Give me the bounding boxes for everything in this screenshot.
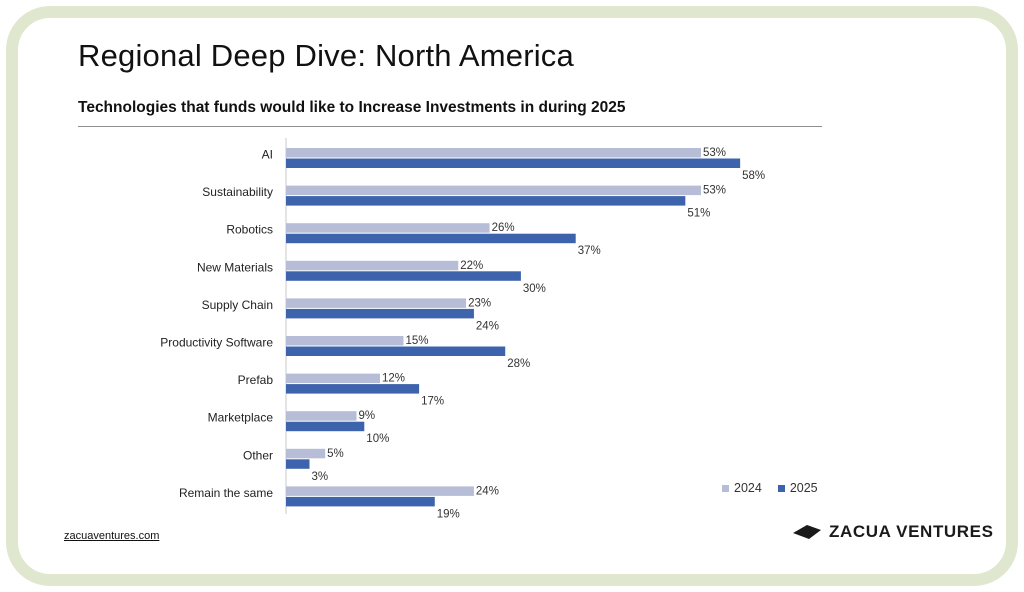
category-label-robotics: Robotics xyxy=(226,223,273,237)
title-divider xyxy=(78,126,822,127)
slide-frame xyxy=(6,6,1018,586)
value-label-supply-chain-2025: 24% xyxy=(476,320,499,332)
bar-sustainability-2025 xyxy=(286,196,686,206)
value-label-marketplace-2024: 9% xyxy=(358,410,375,422)
category-label-marketplace: Marketplace xyxy=(208,411,274,425)
legend-swatch-2025 xyxy=(777,484,785,492)
category-label-remain-the-same: Remain the same xyxy=(179,486,273,500)
bar-other-2024 xyxy=(286,448,326,459)
bar-remain-the-same-2025 xyxy=(286,496,435,507)
chart-legend: 2024 2025 xyxy=(722,481,828,495)
bar-new-materials-2024 xyxy=(286,260,459,271)
category-label-new-materials: New Materials xyxy=(197,260,273,274)
value-label-sustainability-2024: 53% xyxy=(703,185,726,197)
bar-new-materials-2025 xyxy=(286,271,521,281)
value-label-other-2024: 5% xyxy=(327,448,344,460)
legend-item-2024: 2024 xyxy=(722,481,762,495)
legend-label-2024: 2024 xyxy=(734,481,762,495)
value-label-productivity-software-2024: 15% xyxy=(405,335,428,347)
bar-supply-chain-2025 xyxy=(286,308,474,319)
value-label-other-2025: 3% xyxy=(311,471,328,483)
value-label-remain-the-same-2025: 19% xyxy=(437,508,460,520)
value-label-remain-the-same-2024: 24% xyxy=(476,485,499,497)
value-label-robotics-2024: 26% xyxy=(492,222,515,234)
category-label-ai: AI xyxy=(262,148,273,162)
value-label-sustainability-2025: 51% xyxy=(687,208,710,220)
zacua-logo-icon xyxy=(793,525,821,539)
legend-item-2025: 2025 xyxy=(777,481,818,495)
bar-productivity-software-2024 xyxy=(286,336,404,346)
category-label-other: Other xyxy=(243,448,273,462)
legend-swatch-2024 xyxy=(722,484,729,492)
bar-marketplace-2025 xyxy=(286,421,365,432)
value-label-ai-2024: 53% xyxy=(703,147,726,159)
bar-supply-chain-2024 xyxy=(286,298,467,308)
legend-label-2025: 2025 xyxy=(789,481,818,495)
value-label-prefab-2025: 17% xyxy=(421,396,444,408)
bar-marketplace-2024 xyxy=(286,411,357,421)
value-label-new-materials-2025: 30% xyxy=(523,283,546,295)
website-link[interactable]: zacuaventures.com xyxy=(64,530,160,542)
value-label-marketplace-2025: 10% xyxy=(366,433,389,445)
category-label-productivity-software: Productivity Software xyxy=(160,336,273,350)
bar-sustainability-2024 xyxy=(286,185,701,196)
value-label-prefab-2024: 12% xyxy=(382,373,405,385)
chart-subtitle: Technologies that funds would like to In… xyxy=(78,99,626,116)
bar-remain-the-same-2024 xyxy=(286,486,474,496)
bar-other-2025 xyxy=(286,459,310,469)
value-label-new-materials-2024: 22% xyxy=(460,260,483,272)
bar-ai-2024 xyxy=(286,148,701,158)
category-label-supply-chain: Supply Chain xyxy=(202,298,273,312)
value-label-robotics-2025: 37% xyxy=(578,245,601,257)
value-label-ai-2025: 58% xyxy=(742,170,765,182)
bar-prefab-2024 xyxy=(286,373,380,384)
brand-name: ZACUA VENTURES xyxy=(829,522,994,541)
bar-ai-2025 xyxy=(286,158,741,168)
category-label-prefab: Prefab xyxy=(238,373,274,387)
bar-prefab-2025 xyxy=(286,384,420,394)
bar-robotics-2024 xyxy=(286,223,490,233)
category-label-sustainability: Sustainability xyxy=(202,185,273,199)
page-title: Regional Deep Dive: North America xyxy=(78,38,574,73)
brand-logo: ZACUA VENTURES xyxy=(793,522,994,542)
value-label-supply-chain-2024: 23% xyxy=(468,297,491,309)
bar-robotics-2025 xyxy=(286,233,576,244)
value-label-productivity-software-2025: 28% xyxy=(507,358,530,370)
bar-productivity-software-2025 xyxy=(286,346,506,356)
